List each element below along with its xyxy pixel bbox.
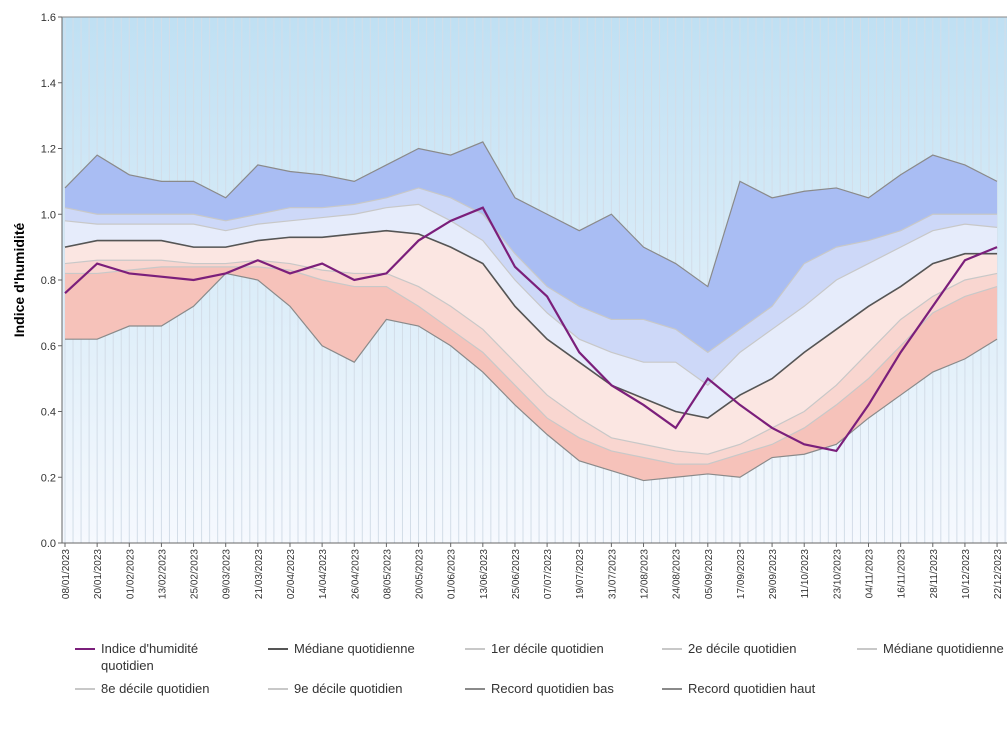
x-tick-label: 26/04/2023 (350, 549, 361, 599)
x-tick-label: 11/10/2023 (800, 549, 811, 599)
series-line (64, 141, 998, 288)
x-tick-label: 28/11/2023 (929, 549, 940, 599)
legend-swatch (268, 688, 288, 690)
x-tick-label: 20/05/2023 (415, 549, 426, 599)
x-tick-label: 05/09/2023 (704, 549, 715, 599)
x-tick-label: 08/01/2023 (61, 549, 72, 599)
legend-swatch (662, 648, 682, 650)
y-tick-label: 0.6 (41, 341, 56, 353)
x-tick-label: 13/02/2023 (157, 549, 168, 599)
x-tick-label: 01/06/2023 (447, 549, 458, 599)
legend-label: 2e décile quotidien (688, 641, 797, 656)
x-tick-label: 24/08/2023 (672, 549, 683, 599)
x-tick-label: 20/01/2023 (93, 549, 104, 599)
series-line (64, 259, 998, 455)
legend-swatch (857, 648, 877, 650)
band (65, 141, 998, 353)
legend-swatch (465, 688, 485, 690)
legend-label: Médiane quotidienne (294, 641, 415, 656)
band (65, 187, 998, 386)
legend-item: Record quotidien haut (662, 680, 852, 697)
x-tick-label: 02/04/2023 (286, 549, 297, 599)
legend-item: 1er décile quotidien (465, 640, 655, 657)
legend-label: 1er décile quotidien (491, 641, 604, 656)
series-line (65, 272, 998, 482)
y-tick-label: 1.0 (41, 209, 56, 221)
y-axis-label: Indice d'humidité (11, 223, 27, 338)
x-tick-label: 12/08/2023 (640, 549, 651, 599)
band (65, 230, 998, 455)
legend-label: Record quotidien haut (688, 681, 816, 696)
x-tick-label: 25/06/2023 (511, 549, 522, 599)
legend-label: Indice d'humidité quotidien (101, 641, 199, 673)
y-tick-label: 0.2 (41, 472, 56, 484)
y-tick-label: 0.0 (41, 538, 56, 550)
legend-swatch (75, 688, 95, 690)
series-line (64, 203, 998, 386)
x-tick-label: 09/03/2023 (222, 549, 233, 599)
x-tick-label: 16/11/2023 (897, 549, 908, 599)
legend-item: 2e décile quotidien (662, 640, 852, 657)
legend-label: 9e décile quotidien (294, 681, 403, 696)
legend-swatch (75, 648, 95, 650)
y-tick-label: 1.2 (41, 144, 56, 156)
legend-swatch (268, 648, 288, 650)
x-tick-label: 22/12/2023 (993, 549, 1004, 599)
series-line (64, 229, 998, 419)
x-tick-label: 23/10/2023 (832, 549, 843, 599)
x-tick-label: 21/03/2023 (254, 549, 265, 599)
legend-label: Médiane quotidienne (883, 641, 1004, 656)
x-tick-label: 08/05/2023 (382, 549, 393, 599)
legend-item: 9e décile quotidien (268, 680, 458, 697)
legend-item: Médiane quotidienne (857, 640, 1007, 657)
series-line (64, 187, 998, 354)
legend-label: 8e décile quotidien (101, 681, 210, 696)
x-tick-label: 19/07/2023 (575, 549, 586, 599)
y-tick-label: 1.6 (41, 12, 56, 24)
series-line (65, 266, 998, 465)
x-tick-label: 31/07/2023 (607, 549, 618, 599)
legend-item: Record quotidien bas (465, 680, 655, 697)
x-tick-label: 25/02/2023 (190, 549, 201, 599)
x-tick-label: 29/09/2023 (768, 549, 779, 599)
legend-label: Record quotidien bas (491, 681, 614, 696)
legend-swatch (662, 688, 682, 690)
x-tick-label: 01/02/2023 (125, 549, 136, 599)
legend-item: Médiane quotidienne (268, 640, 458, 657)
legend-swatch (465, 648, 485, 650)
legend-item: Indice d'humidité quotidien (75, 640, 265, 674)
band (65, 266, 998, 481)
legend-item: 8e décile quotidien (75, 680, 265, 697)
x-tick-label: 07/07/2023 (543, 549, 554, 599)
x-tick-label: 10/12/2023 (961, 549, 972, 599)
x-tick-label: 13/06/2023 (479, 549, 490, 599)
x-tick-label: 04/11/2023 (865, 549, 876, 599)
x-tick-label: 17/09/2023 (736, 549, 747, 599)
x-tick-label: 14/04/2023 (318, 549, 329, 599)
series-line (64, 206, 998, 453)
y-tick-label: 0.4 (41, 407, 56, 419)
y-tick-label: 0.8 (41, 275, 56, 287)
band (65, 204, 998, 419)
y-tick-label: 1.4 (41, 78, 56, 90)
